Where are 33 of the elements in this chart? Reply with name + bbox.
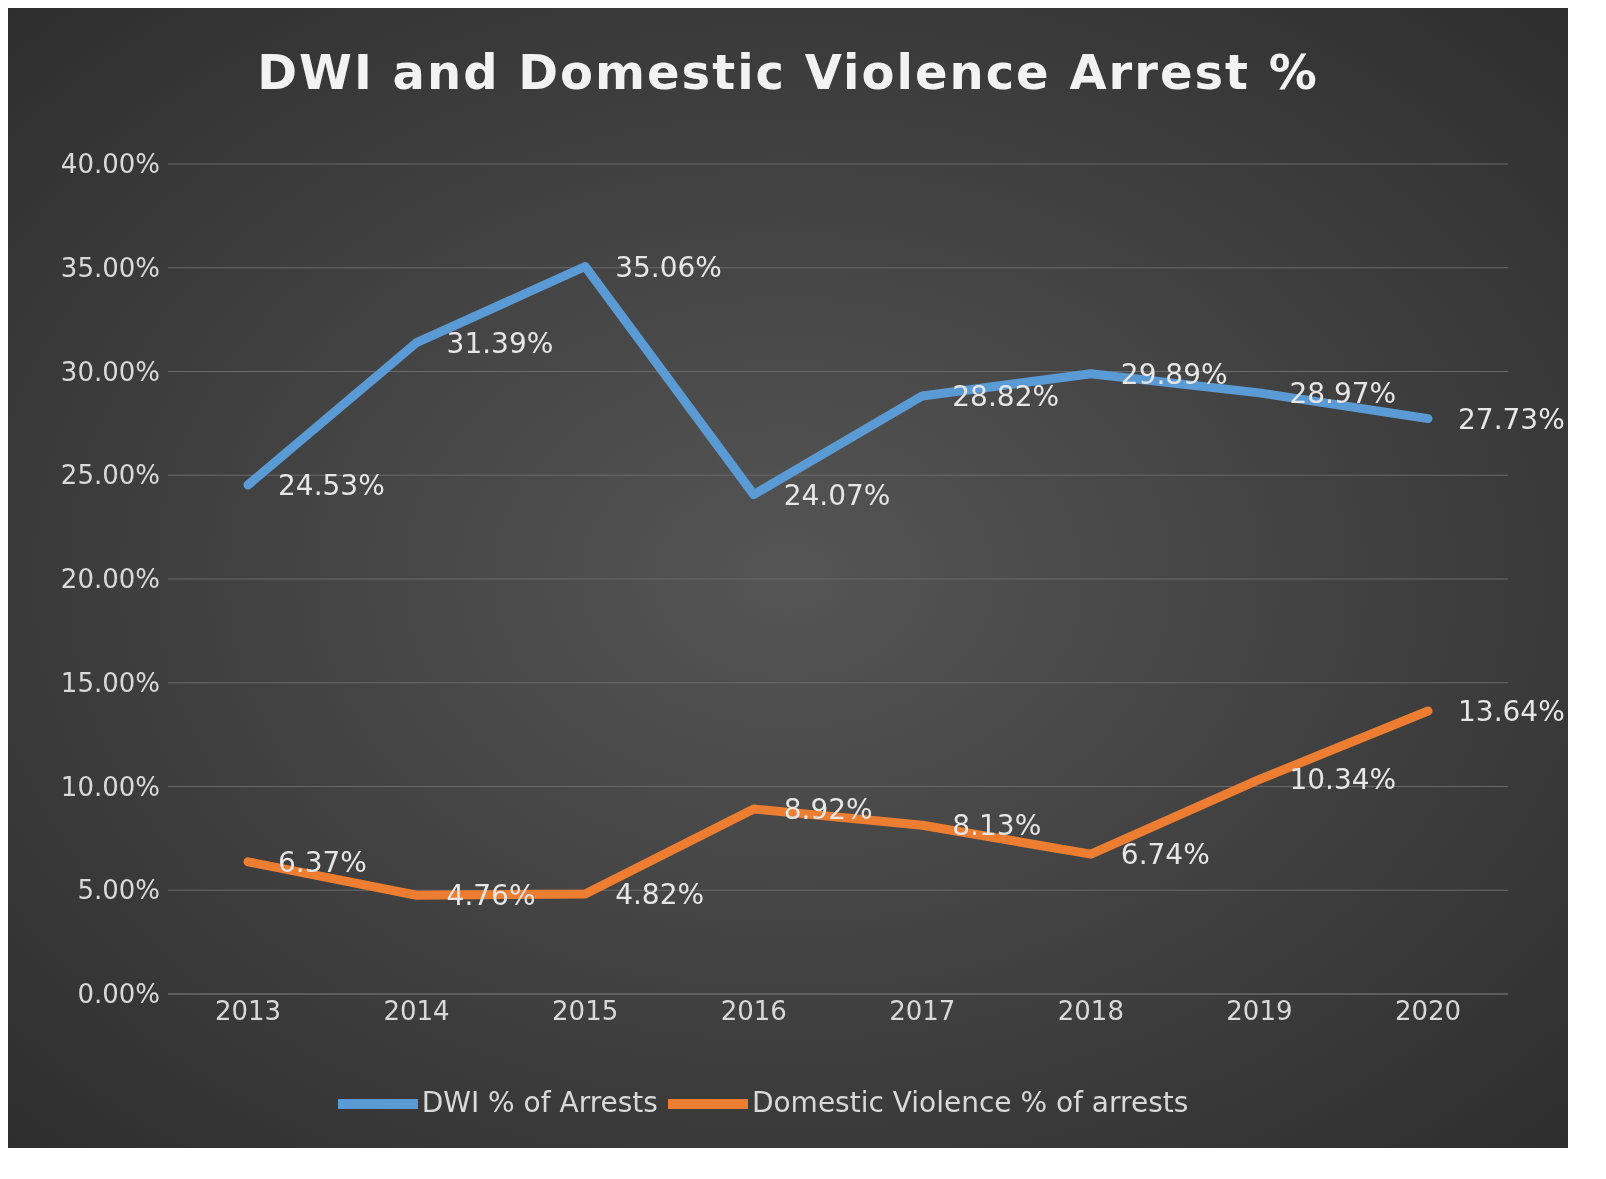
data-label: 8.13%	[952, 809, 1042, 843]
x-tick-label: 2018	[1057, 996, 1124, 1027]
x-tick-label: 2015	[552, 996, 619, 1027]
data-label: 24.53%	[278, 469, 385, 502]
data-label: 4.82%	[615, 877, 705, 911]
data-label: 10.34%	[1289, 763, 1397, 797]
y-tick-label: 20.00%	[60, 564, 160, 595]
data-label: 24.07%	[783, 478, 891, 512]
data-label: 31.39%	[446, 326, 554, 360]
chart-title: DWI and Domestic Violence Arrest %	[256, 43, 1320, 102]
data-label: 6.74%	[1120, 838, 1210, 872]
data-label: 35.06%	[615, 250, 722, 284]
data-label: 28.97%	[1289, 376, 1397, 410]
y-tick-label: 25.00%	[60, 460, 160, 491]
x-tick-label: 2016	[720, 996, 787, 1027]
y-tick-label: 30.00%	[60, 356, 160, 387]
data-label: 27.73%	[1458, 402, 1565, 436]
x-tick-label: 2019	[1226, 996, 1293, 1027]
y-tick-label: 5.00%	[77, 875, 160, 906]
x-tick-label: 2017	[889, 996, 956, 1027]
x-tick-label: 2014	[383, 996, 450, 1027]
x-tick-label: 2013	[214, 996, 282, 1027]
y-tick-label: 15.00%	[60, 667, 160, 698]
y-tick-label: 0.00%	[77, 979, 160, 1010]
y-tick-label: 10.00%	[60, 771, 160, 802]
y-tick-label: 40.00%	[60, 149, 160, 180]
data-label: 6.37%	[278, 845, 367, 879]
data-label: 13.64%	[1458, 694, 1565, 728]
y-tick-label: 35.00%	[60, 252, 160, 283]
legend-label: Domestic Violence % of arrests	[751, 1086, 1189, 1119]
legend-label: DWI % of Arrests	[421, 1086, 658, 1119]
data-label: 28.82%	[952, 379, 1060, 413]
x-tick-label: 2020	[1394, 996, 1462, 1027]
